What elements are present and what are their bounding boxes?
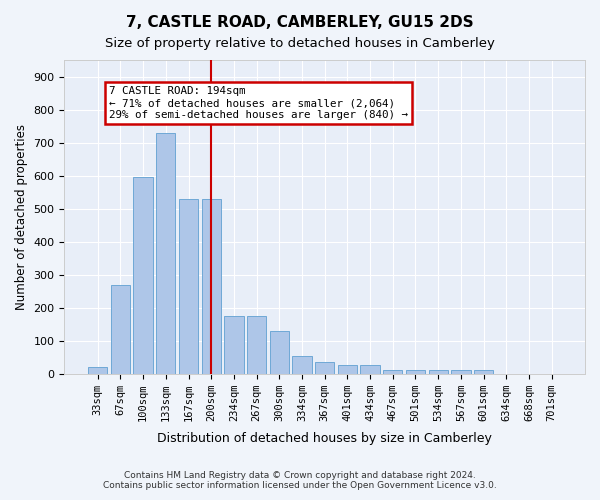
Y-axis label: Number of detached properties: Number of detached properties	[15, 124, 28, 310]
Bar	[269, 330, 289, 374]
Text: 7, CASTLE ROAD, CAMBERLEY, GU15 2DS: 7, CASTLE ROAD, CAMBERLEY, GU15 2DS	[126, 15, 474, 30]
Text: 7 CASTLE ROAD: 194sqm
← 71% of detached houses are smaller (2,064)
29% of semi-d: 7 CASTLE ROAD: 194sqm ← 71% of detached …	[109, 86, 408, 120]
Bar	[474, 370, 493, 374]
Bar	[428, 370, 448, 374]
Bar	[111, 284, 130, 374]
Bar	[292, 356, 311, 374]
Bar	[361, 366, 380, 374]
Bar	[247, 316, 266, 374]
Bar	[179, 198, 198, 374]
Bar	[133, 177, 153, 374]
Bar	[156, 132, 175, 374]
Bar	[406, 370, 425, 374]
Bar	[88, 367, 107, 374]
Bar	[383, 370, 403, 374]
X-axis label: Distribution of detached houses by size in Camberley: Distribution of detached houses by size …	[157, 432, 492, 445]
Text: Contains HM Land Registry data © Crown copyright and database right 2024.
Contai: Contains HM Land Registry data © Crown c…	[103, 470, 497, 490]
Bar	[451, 370, 470, 374]
Bar	[315, 362, 334, 374]
Text: Size of property relative to detached houses in Camberley: Size of property relative to detached ho…	[105, 38, 495, 51]
Bar	[224, 316, 244, 374]
Bar	[202, 198, 221, 374]
Bar	[338, 366, 357, 374]
